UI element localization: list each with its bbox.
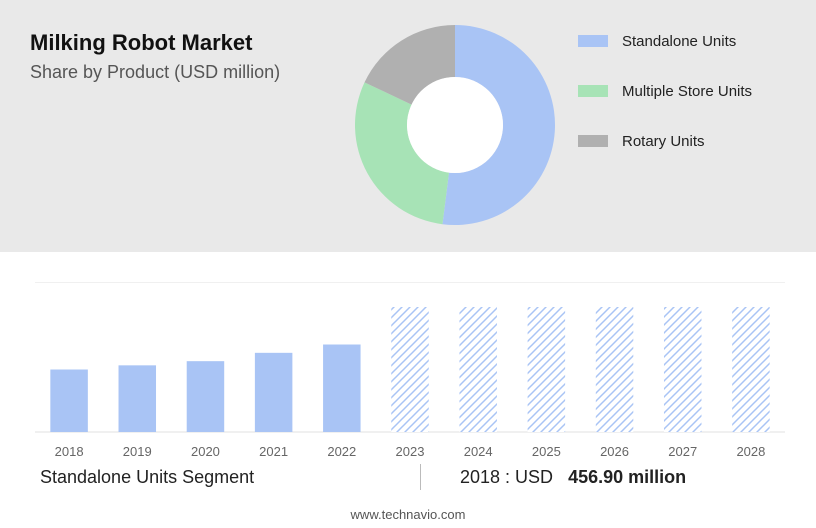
x-axis-label: 2020: [191, 444, 220, 459]
x-axis-label: 2026: [600, 444, 629, 459]
x-axis-label: 2018: [55, 444, 84, 459]
bar: [187, 361, 225, 432]
title-block: Milking Robot Market Share by Product (U…: [30, 30, 280, 83]
top-panel: Milking Robot Market Share by Product (U…: [0, 0, 816, 252]
legend-swatch: [578, 135, 608, 147]
legend-swatch: [578, 35, 608, 47]
segment-name: Standalone Units Segment: [40, 467, 254, 488]
x-axis-label: 2027: [668, 444, 697, 459]
bar: [323, 345, 361, 433]
legend-label: Standalone Units: [622, 33, 736, 50]
bar: [664, 307, 702, 432]
page-title: Milking Robot Market: [30, 30, 280, 56]
x-axis-label: 2021: [259, 444, 288, 459]
bar: [459, 307, 497, 432]
x-axis-label: 2025: [532, 444, 561, 459]
site-url: www.technavio.com: [0, 507, 816, 522]
donut-hole: [407, 77, 503, 173]
value-year: 2018 : USD: [460, 467, 553, 487]
bar: [255, 353, 292, 432]
page-subtitle: Share by Product (USD million): [30, 62, 280, 83]
bar: [119, 365, 157, 432]
value-amount: 456.90 million: [568, 467, 686, 487]
x-axis-label: 2022: [327, 444, 356, 459]
legend-label: Rotary Units: [622, 133, 705, 150]
donut-chart: [350, 20, 560, 230]
x-axis-label: 2024: [464, 444, 493, 459]
value-block: 2018 : USD 456.90 million: [460, 467, 686, 488]
divider: [420, 464, 421, 490]
bottom-panel: 2018 2019 2020 2021 2022 2023 2024 2025 2026 2027…: [0, 252, 816, 528]
x-axis-label: 2028: [736, 444, 765, 459]
x-axis-label: 2023: [396, 444, 425, 459]
bar: [528, 307, 566, 432]
legend-label: Multiple Store Units: [622, 83, 752, 100]
legend-swatch: [578, 85, 608, 97]
legend-item: Rotary Units: [578, 116, 752, 166]
bar-chart: 2018 2019 2020 2021 2022 2023 2024 2025 2026 2027…: [35, 282, 785, 462]
bar: [391, 307, 429, 432]
legend-item: Multiple Store Units: [578, 66, 752, 116]
bar: [50, 370, 88, 433]
bar: [596, 307, 634, 432]
x-axis-label: 2019: [123, 444, 152, 459]
bar: [732, 307, 770, 432]
legend-item: Standalone Units: [578, 16, 752, 66]
legend: Standalone Units Multiple Store Units Rota…: [578, 16, 752, 166]
